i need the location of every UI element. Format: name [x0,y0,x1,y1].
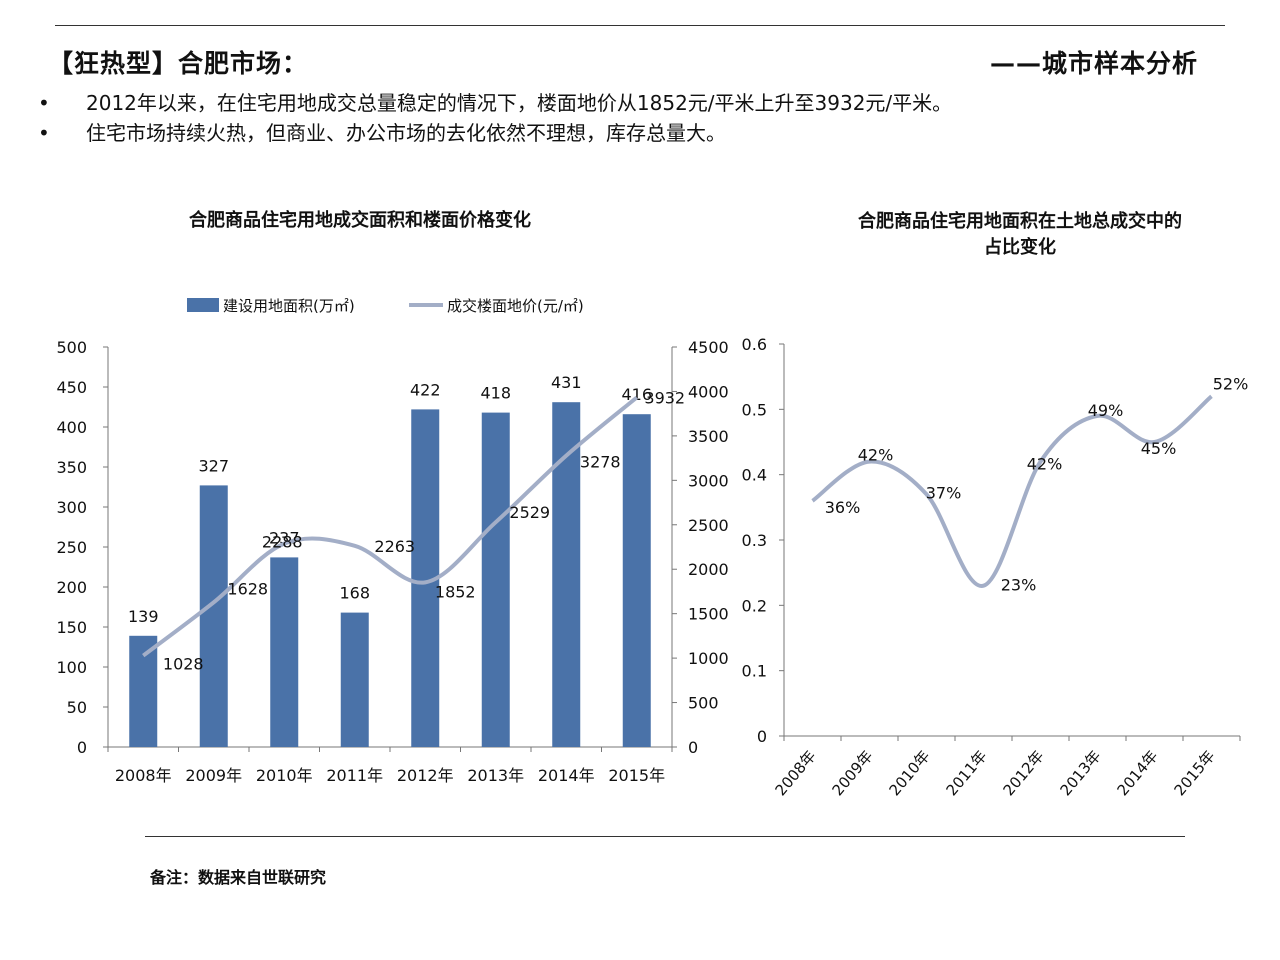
right-chart-y-tick-label: 0.3 [742,531,767,550]
top-divider [55,25,1225,26]
left-y-tick-label: 50 [67,698,87,717]
line-data-label: 1628 [227,579,268,598]
bullet-list: • 2012年以来，在住宅用地成交总量稳定的情况下，楼面地价从1852元/平米上升… [38,88,952,148]
right-chart-x-tick-label: 2012年 [1000,747,1048,799]
x-tick-label: 2013年 [467,766,524,785]
right-y-tick-label: 3000 [688,471,729,490]
line-data-label: 1852 [435,582,476,601]
right-chart-y-tick-label: 0.1 [742,662,767,681]
right-y-tick-label: 500 [688,694,719,713]
bullet-dot-icon: • [38,121,50,145]
bar [622,414,651,747]
bar [270,557,299,747]
bullet-text: 住宅市场持续火热，但商业、办公市场的去化依然不理想，库存总量大。 [86,121,726,145]
right-chart-x-tick-label: 2014年 [1114,747,1162,799]
right-chart-y-tick-label: 0.2 [742,596,767,615]
line-data-label: 3278 [580,453,621,472]
x-tick-label: 2010年 [256,766,313,785]
bar [481,412,510,747]
x-tick-label: 2015年 [608,766,665,785]
share-data-label: 42% [1027,455,1063,474]
legend-bar-label: 建设用地面积(万㎡) [223,297,355,315]
left-y-tick-label: 0 [77,738,87,757]
bar-data-label: 327 [198,456,229,475]
bar [340,612,369,747]
left-y-tick-label: 500 [56,338,87,357]
line-data-label: 1028 [163,655,204,674]
left-y-tick-label: 200 [56,578,87,597]
left-y-tick-label: 150 [56,618,87,637]
bar-data-label: 139 [128,607,159,626]
legend-line-label: 成交楼面地价(元/㎡) [447,297,584,315]
right-chart-x-tick-label: 2015年 [1171,747,1219,799]
left-y-tick-label: 450 [56,378,87,397]
x-tick-label: 2008年 [115,766,172,785]
right-chart-x-tick-label: 2009年 [829,747,877,799]
page-title: 【狂热型】合肥市场： [48,49,309,78]
right-chart-y-tick-label: 0.4 [742,466,767,485]
right-y-tick-label: 2000 [688,560,729,579]
price-line [142,395,639,658]
right-y-tick-label: 1000 [688,649,729,668]
bar-data-label: 422 [410,380,441,399]
page-subtitle: ——城市样本分析 [989,49,1198,78]
bar [199,485,228,747]
right-y-tick-label: 1500 [688,605,729,624]
bar-data-label: 168 [339,584,370,603]
right-y-tick-label: 2500 [688,516,729,535]
line-data-label: 3932 [644,388,685,407]
bar-data-label: 431 [551,373,582,392]
right-chart-x-tick-label: 2008年 [772,747,820,799]
bottom-divider [145,836,1185,837]
x-tick-label: 2009年 [185,766,242,785]
bullet-dot-icon: • [38,91,50,115]
bar [552,402,581,747]
right-chart-x-tick-label: 2011年 [943,747,991,799]
left-y-tick-label: 350 [56,458,87,477]
right-y-tick-label: 3500 [688,427,729,446]
bullet-item: • 2012年以来，在住宅用地成交总量稳定的情况下，楼面地价从1852元/平米上升… [38,88,952,118]
right-chart-title-line: 占比变化 [984,237,1056,258]
x-tick-label: 2012年 [397,766,454,785]
right-chart-x-tick-label: 2013年 [1057,747,1105,799]
share-data-label: 52% [1213,374,1249,393]
left-y-tick-label: 400 [56,418,87,437]
right-chart-x-tick-label: 2010年 [886,747,934,799]
share-data-label: 45% [1141,439,1177,458]
share-data-label: 42% [858,446,894,465]
share-data-label: 36% [825,498,861,517]
share-line [811,394,1213,588]
left-y-tick-label: 250 [56,538,87,557]
share-data-label: 37% [926,483,962,502]
left-chart-title: 合肥商品住宅用地成交面积和楼面价格变化 [189,210,531,231]
right-chart-y-tick-label: 0 [757,727,767,746]
left-y-tick-label: 300 [56,498,87,517]
share-data-label: 49% [1088,401,1124,420]
bar [129,635,158,747]
share-data-label: 23% [1001,576,1037,595]
line-data-label: 2288 [262,533,303,552]
x-tick-label: 2011年 [326,766,383,785]
right-y-tick-label: 4000 [688,382,729,401]
line-data-label: 2529 [509,503,550,522]
bar-data-label: 416 [621,385,652,404]
right-chart-title: 合肥商品住宅用地面积在土地总成交中的 占比变化 [790,209,1250,261]
right-chart-y-tick-label: 0.6 [742,335,767,354]
right-chart-y-tick-label: 0.5 [742,400,767,419]
bullet-item: • 住宅市场持续火热，但商业、办公市场的去化依然不理想，库存总量大。 [38,118,952,148]
x-tick-label: 2014年 [538,766,595,785]
bar-data-label: 418 [480,384,511,403]
right-chart-title-line: 合肥商品住宅用地面积在土地总成交中的 [858,211,1182,232]
footnote: 备注：数据来自世联研究 [150,868,327,887]
bullet-text: 2012年以来，在住宅用地成交总量稳定的情况下，楼面地价从1852元/平米上升至… [86,91,953,115]
left-y-tick-label: 100 [56,658,87,677]
right-y-tick-label: 0 [688,738,698,757]
line-data-label: 2263 [374,537,415,556]
legend-bar-swatch [187,298,219,312]
right-y-tick-label: 4500 [688,338,729,357]
